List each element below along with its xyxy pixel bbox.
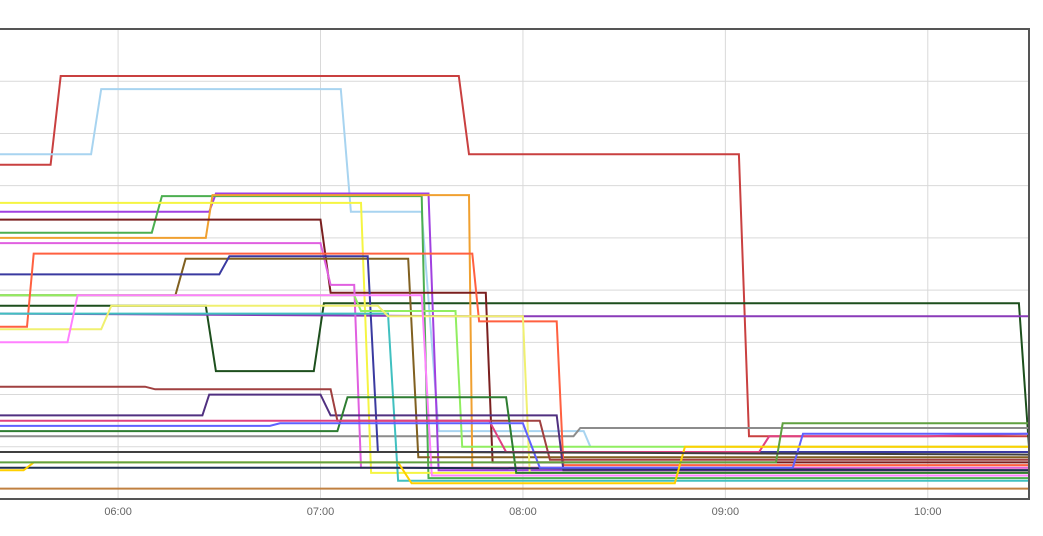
x-tick-label: 06:00 <box>104 506 132 518</box>
series-line <box>0 427 1029 438</box>
x-tick-label: 08:00 <box>509 506 537 518</box>
series-line <box>0 75 1029 438</box>
plot-frame <box>0 28 1030 500</box>
labels: 06:00 07:00 08:00 09:00 10:00 <box>104 506 941 518</box>
series-line <box>0 422 1029 469</box>
series-line <box>0 451 1030 456</box>
x-tick-label: 09:00 <box>712 506 740 518</box>
series-line <box>0 192 1029 472</box>
series-line <box>0 294 1029 477</box>
series-line <box>0 393 1029 472</box>
series-line <box>0 302 1030 447</box>
series-line <box>0 396 1029 474</box>
x-tick-label: 10:00 <box>914 506 942 518</box>
series-line <box>0 422 1029 464</box>
series-line <box>0 88 592 448</box>
lines <box>0 75 1030 490</box>
series-line <box>0 304 1029 474</box>
series-line <box>0 466 1030 472</box>
x-tick-label: 07:00 <box>307 506 335 518</box>
series-line <box>0 419 1030 453</box>
